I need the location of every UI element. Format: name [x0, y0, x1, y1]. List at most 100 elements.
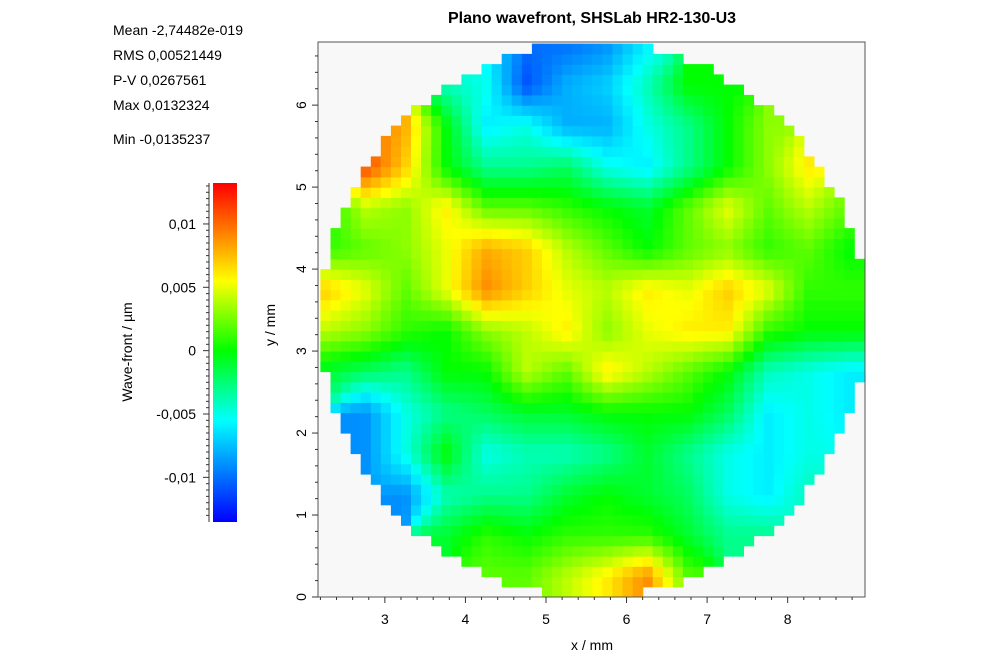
heatmap-cell	[401, 361, 412, 373]
heatmap-cell	[592, 402, 603, 414]
heatmap-cell	[542, 94, 553, 106]
heatmap-cell	[562, 248, 573, 260]
heatmap-cell	[411, 371, 422, 383]
heatmap-cell	[350, 381, 362, 393]
heatmap-cell	[441, 238, 452, 250]
heatmap-cell	[572, 504, 583, 516]
heatmap-cell	[592, 310, 603, 321]
y-tick-label: 3	[293, 347, 309, 355]
heatmap-cell	[622, 474, 634, 485]
heatmap-cell	[552, 463, 563, 475]
heatmap-cell	[431, 381, 442, 393]
heatmap-cell	[542, 443, 553, 455]
heatmap-cell	[753, 105, 765, 116]
heatmap-cell	[763, 187, 775, 198]
heatmap-cell	[461, 269, 473, 280]
heatmap-cell	[350, 248, 362, 260]
heatmap-cell	[340, 361, 352, 373]
heatmap-cell	[763, 289, 775, 301]
heatmap-cell	[511, 166, 523, 178]
heatmap-cell	[501, 494, 513, 506]
heatmap-cell	[521, 84, 533, 96]
heatmap-cell	[813, 197, 825, 209]
heatmap-cell	[602, 330, 614, 342]
heatmap-cell	[793, 176, 805, 188]
heatmap-cell	[451, 217, 462, 229]
heatmap-cell	[622, 84, 634, 96]
heatmap-cell	[612, 545, 624, 557]
heatmap-cell	[491, 228, 503, 239]
heatmap-cell	[441, 474, 452, 485]
heatmap-cell	[461, 535, 473, 547]
heatmap-cell	[753, 392, 765, 403]
heatmap-cell	[662, 228, 674, 239]
heatmap-cell	[723, 515, 734, 526]
heatmap-cell	[401, 228, 412, 239]
heatmap-cell	[693, 463, 704, 475]
heatmap-cell	[813, 422, 825, 434]
heatmap-cell	[682, 340, 694, 352]
heatmap-cell	[602, 74, 614, 86]
heatmap-cell	[773, 504, 785, 516]
heatmap-cell	[723, 494, 734, 506]
heatmap-cell	[622, 340, 634, 352]
heatmap-cell	[552, 53, 563, 65]
heatmap-cell	[542, 299, 553, 311]
heatmap-cell	[401, 135, 412, 147]
heatmap-cell	[834, 197, 845, 209]
heatmap-cell	[622, 269, 634, 280]
heatmap-cell	[592, 381, 603, 393]
heatmap-cell	[370, 463, 382, 475]
heatmap-cell	[662, 135, 674, 147]
heatmap-cell	[451, 289, 462, 301]
heatmap-cell	[612, 320, 624, 332]
heatmap-cell	[632, 525, 644, 537]
heatmap-cell	[390, 258, 402, 270]
heatmap-cell	[743, 217, 755, 229]
heatmap-cell	[552, 351, 563, 362]
heatmap-cell	[552, 504, 563, 516]
heatmap-cell	[632, 84, 644, 96]
heatmap-cell	[390, 269, 402, 280]
heatmap-cell	[733, 166, 744, 178]
heatmap-cell	[703, 412, 714, 424]
heatmap-cell	[431, 351, 442, 362]
heatmap-cell	[511, 187, 523, 198]
heatmap-cell	[481, 422, 493, 434]
heatmap-cell	[481, 299, 493, 311]
heatmap-cell	[854, 340, 865, 352]
heatmap-cell	[401, 484, 412, 496]
heatmap-cell	[723, 289, 734, 301]
heatmap-cell	[682, 310, 694, 321]
heatmap-cell	[481, 515, 493, 526]
heatmap-cell	[652, 105, 664, 116]
heatmap-cell	[572, 392, 583, 403]
heatmap-cell	[401, 402, 412, 414]
heatmap-cell	[562, 53, 573, 65]
heatmap-cell	[521, 412, 533, 424]
heatmap-cell	[431, 248, 442, 260]
heatmap-cell	[682, 351, 694, 362]
heatmap-cell	[421, 515, 432, 526]
heatmap-cell	[350, 351, 362, 362]
heatmap-cell	[370, 340, 382, 352]
heatmap-cell	[441, 545, 452, 557]
heatmap-cell	[823, 433, 835, 444]
heatmap-cell	[370, 228, 382, 239]
colorbar-label: Wave-front / µm	[119, 302, 135, 401]
heatmap-cell	[723, 176, 734, 188]
heatmap-cell	[340, 320, 352, 332]
heatmap-cell	[511, 197, 523, 209]
heatmap-cell	[471, 381, 483, 393]
heatmap-cell	[753, 135, 765, 147]
heatmap-cell	[380, 433, 392, 444]
heatmap-cell	[491, 340, 503, 352]
heatmap-cell	[743, 351, 755, 362]
heatmap-cell	[511, 402, 523, 414]
heatmap-cell	[531, 402, 543, 414]
heatmap-cell	[834, 258, 845, 270]
heatmap-cell	[481, 176, 493, 188]
heatmap-cell	[471, 115, 483, 127]
heatmap-cell	[380, 135, 392, 147]
heatmap-cell	[773, 340, 785, 352]
